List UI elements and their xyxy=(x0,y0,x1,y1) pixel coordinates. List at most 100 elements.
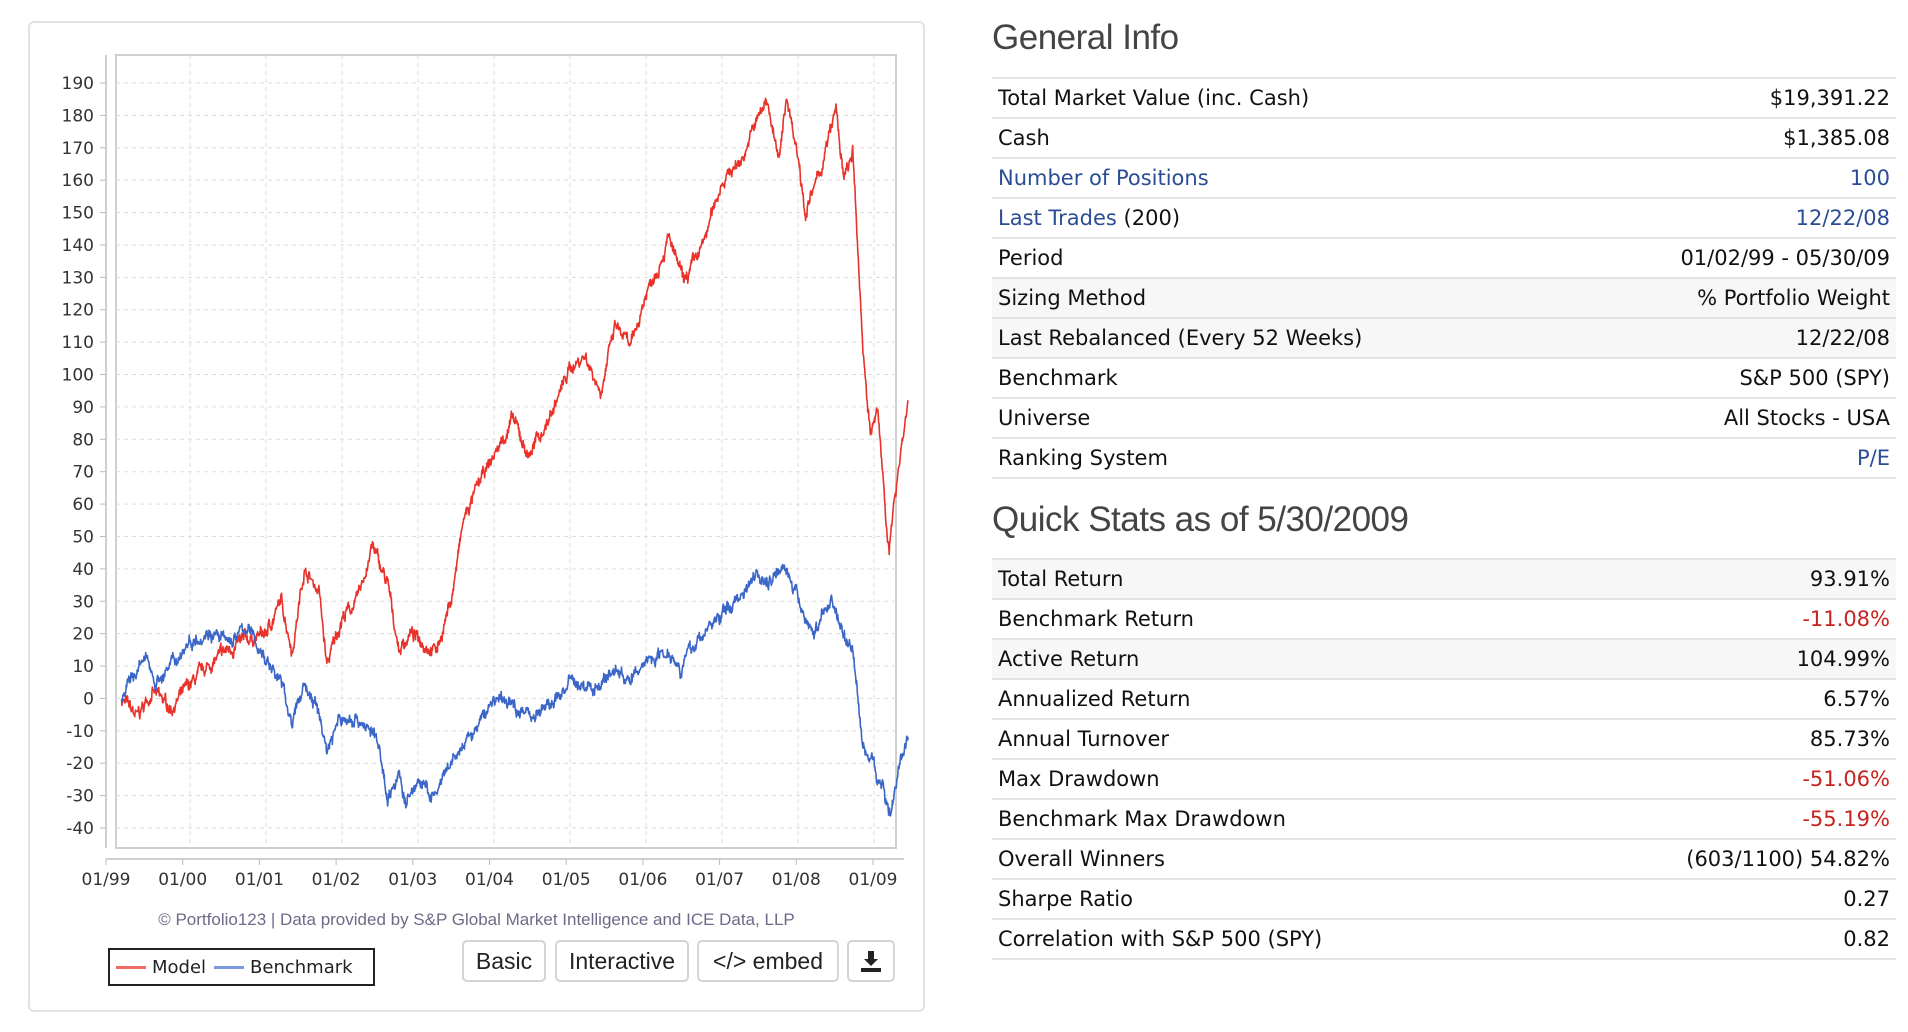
interactive-button[interactable]: Interactive xyxy=(555,940,689,982)
y-tick-label: -20 xyxy=(66,754,94,774)
y-tick-label: 50 xyxy=(72,527,94,547)
row-value: % Portfolio Weight xyxy=(1560,277,1896,319)
row-label: Total Return xyxy=(992,558,1543,600)
row-value: 0.27 xyxy=(1542,878,1896,920)
y-tick-label: 120 xyxy=(62,301,94,321)
chart-credit: © Portfolio123 | Data provided by S&P Gl… xyxy=(158,910,795,929)
x-tick-label: 01/99 xyxy=(82,870,131,890)
quick-stats-table: Total Return 93.91% Benchmark Return -11.0… xyxy=(992,558,1896,960)
row-label: Annual Turnover xyxy=(992,718,1543,760)
y-tick-label: 10 xyxy=(72,657,94,677)
row-value: 0.82 xyxy=(1542,918,1896,960)
row-value: 6.57% xyxy=(1542,678,1896,720)
general-info-table: Total Market Value (inc. Cash) $19,391.22… xyxy=(992,77,1896,479)
x-tick-label: 01/06 xyxy=(618,870,667,890)
row-label: Last Rebalanced (Every 52 Weeks) xyxy=(992,317,1561,359)
y-tick-label: 150 xyxy=(62,204,94,224)
row-label: Benchmark Max Drawdown xyxy=(992,798,1543,840)
last-trades-date-link[interactable]: 12/22/08 xyxy=(1795,206,1890,230)
y-tick-label: -30 xyxy=(66,787,94,807)
table-row: Total Return 93.91% xyxy=(992,558,1896,600)
table-row: Period 01/02/99 - 05/30/09 xyxy=(992,237,1896,279)
row-value: 104.99% xyxy=(1542,638,1896,680)
y-tick-label: 160 xyxy=(62,171,94,191)
x-tick-label: 01/09 xyxy=(849,870,898,890)
row-value: -51.06% xyxy=(1542,758,1896,800)
series-line-model xyxy=(120,97,909,720)
ranking-system-link[interactable]: P/E xyxy=(1856,446,1890,470)
legend-model-label: Model xyxy=(152,956,207,978)
row-label: Correlation with S&P 500 (SPY) xyxy=(992,918,1543,960)
row-label: Max Drawdown xyxy=(992,758,1543,800)
row-label: Period xyxy=(992,237,1561,279)
table-row: Correlation with S&P 500 (SPY) 0.82 xyxy=(992,918,1896,960)
y-tick-label: 20 xyxy=(72,625,94,645)
row-value: $1,385.08 xyxy=(1560,117,1896,159)
y-tick-label: -40 xyxy=(66,819,94,839)
table-row: Total Market Value (inc. Cash) $19,391.22 xyxy=(992,77,1896,119)
table-row: Annualized Return 6.57% xyxy=(992,678,1896,720)
download-button[interactable] xyxy=(847,940,895,982)
last-trades-link[interactable]: Last Trades xyxy=(998,206,1117,230)
y-tick-label: 180 xyxy=(62,106,94,126)
legend-benchmark-swatch xyxy=(214,965,245,969)
y-tick-label: 140 xyxy=(62,236,94,256)
embed-button[interactable]: </> embed xyxy=(697,940,839,982)
table-row: Overall Winners (603/1100) 54.82% xyxy=(992,838,1896,880)
row-value: 85.73% xyxy=(1542,718,1896,760)
performance-chart: 1901801701601501401301201101009080706050… xyxy=(62,54,909,890)
table-row: Sizing Method% Portfolio Weight xyxy=(992,277,1896,319)
row-value: 12/22/08 xyxy=(1560,317,1896,359)
row-label: Sizing Method xyxy=(992,277,1561,319)
x-tick-label: 01/05 xyxy=(542,870,591,890)
last-trades-count: (200) xyxy=(1123,206,1181,230)
table-row: Annual Turnover 85.73% xyxy=(992,718,1896,760)
y-tick-label: 110 xyxy=(62,333,94,353)
plot-area xyxy=(115,54,897,849)
row-label: Active Return xyxy=(992,638,1543,680)
x-tick-label: 01/07 xyxy=(695,870,744,890)
table-row: Last Trades (200) 12/22/08 xyxy=(992,197,1896,239)
table-row: Universe All Stocks - USA xyxy=(992,397,1896,439)
y-tick-label: 0 xyxy=(83,689,94,709)
row-value: S&P 500 (SPY) xyxy=(1560,357,1896,399)
y-tick-label: 80 xyxy=(72,430,94,450)
row-label: Universe xyxy=(992,397,1561,439)
legend-model-swatch xyxy=(116,965,146,969)
positions-count-link[interactable]: 100 xyxy=(1849,166,1890,190)
row-value: $19,391.22 xyxy=(1560,77,1896,119)
table-row: Ranking System P/E xyxy=(992,437,1896,479)
table-row: Last Rebalanced (Every 52 Weeks) 12/22/08 xyxy=(992,317,1896,359)
row-value: (603/1100) 54.82% xyxy=(1542,838,1896,880)
table-row: Max Drawdown -51.06% xyxy=(992,758,1896,800)
y-tick-label: 60 xyxy=(72,495,94,515)
row-label: Sharpe Ratio xyxy=(992,878,1543,920)
row-value: -55.19% xyxy=(1542,798,1896,840)
y-tick-label: 170 xyxy=(62,139,94,159)
x-tick-label: 01/03 xyxy=(388,870,437,890)
table-row: Benchmark S&P 500 (SPY) xyxy=(992,357,1896,399)
row-value: -11.08% xyxy=(1542,598,1896,640)
number-of-positions-link[interactable]: Number of Positions xyxy=(998,166,1209,190)
legend-benchmark-label: Benchmark xyxy=(250,956,353,978)
y-tick-label: 90 xyxy=(72,398,94,418)
table-row: Benchmark Return -11.08% xyxy=(992,598,1896,640)
legend-model: Model xyxy=(116,957,206,978)
row-label: Total Market Value (inc. Cash) xyxy=(992,77,1561,119)
x-tick-label: 01/01 xyxy=(235,870,284,890)
row-value: 93.91% xyxy=(1542,558,1896,600)
row-label: Benchmark xyxy=(992,357,1561,399)
row-label: Overall Winners xyxy=(992,838,1543,880)
legend-benchmark: Benchmark xyxy=(214,957,353,978)
y-tick-label: 70 xyxy=(72,463,94,483)
row-label: Cash xyxy=(992,117,1561,159)
basic-button[interactable]: Basic xyxy=(462,940,546,982)
table-row: Sharpe Ratio 0.27 xyxy=(992,878,1896,920)
y-tick-label: 30 xyxy=(72,592,94,612)
table-row: Benchmark Max Drawdown -55.19% xyxy=(992,798,1896,840)
row-value: 01/02/99 - 05/30/09 xyxy=(1560,237,1896,279)
download-icon xyxy=(861,951,881,972)
x-tick-label: 01/08 xyxy=(772,870,821,890)
table-row: Number of Positions 100 xyxy=(992,157,1896,199)
x-tick-label: 01/02 xyxy=(312,870,361,890)
